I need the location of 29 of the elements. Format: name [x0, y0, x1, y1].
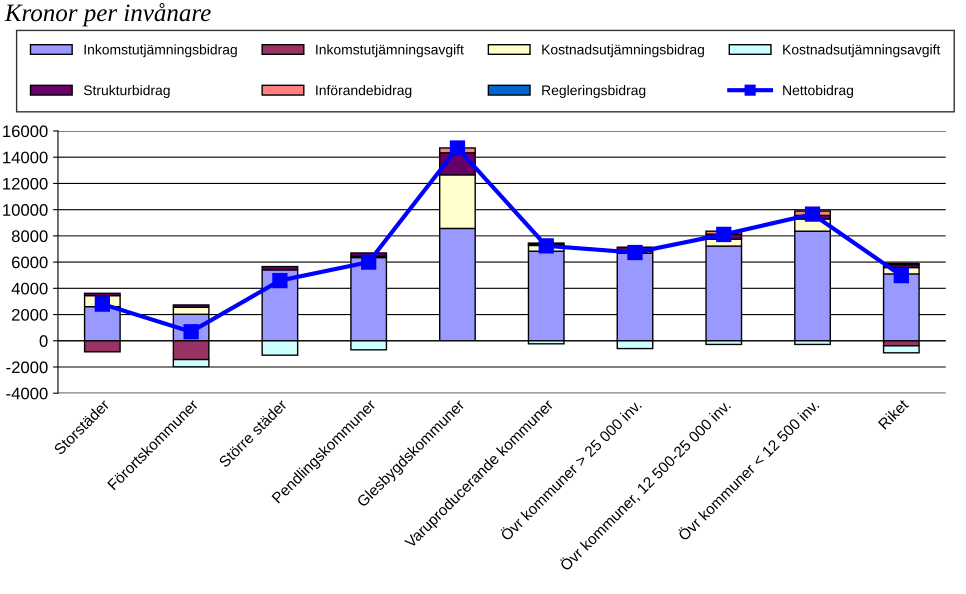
legend-label: Kostnadsutjämningsavgift [783, 44, 940, 58]
point [627, 244, 643, 260]
legend-label: Inkomstutjämningsbidrag [84, 44, 237, 58]
legend-label: Strukturbidrag [84, 85, 170, 98]
point [538, 238, 554, 254]
point [361, 254, 376, 270]
y-tick-label: -2000 [6, 361, 48, 374]
legend-label: Inkomstutjämningsavgift [316, 44, 464, 58]
point [716, 226, 732, 242]
legend-label: Införandebidrag [316, 85, 412, 98]
y-tick-label: 16000 [3, 125, 48, 138]
legend-label: Nettobidrag [783, 85, 853, 98]
y-tick-label: 14000 [3, 152, 48, 164]
point [272, 272, 288, 288]
point [894, 268, 909, 284]
y-tick-label: 4000 [12, 282, 48, 295]
y-tick-label: 0 [40, 335, 48, 347]
y-tick-label: 10000 [3, 204, 48, 216]
point [450, 140, 466, 156]
y-tick-label: 8000 [12, 230, 48, 242]
point [94, 296, 110, 312]
y-tick-label: 2000 [12, 308, 48, 321]
y-tick-label: 12000 [3, 178, 48, 190]
y-tick-label: 6000 [12, 256, 48, 268]
chart-title: Kronor per invånare [4, 2, 211, 26]
y-tick-label: -4000 [6, 388, 48, 400]
legend-label: Kostnadsutjämningsbidrag [542, 44, 704, 58]
point [804, 206, 820, 222]
legend-label: Regleringsbidrag [542, 85, 646, 98]
